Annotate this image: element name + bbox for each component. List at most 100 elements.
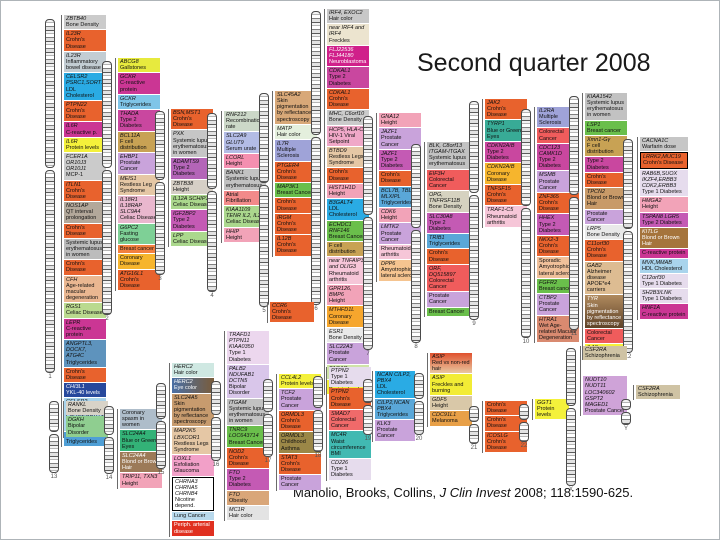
trait-name: Type 2 Diabetes	[487, 149, 509, 162]
gene-name: GAB2	[587, 262, 602, 269]
trait-name: Type 1 Diabetes	[331, 374, 353, 387]
trait-name: Crohn's Disease	[329, 169, 349, 182]
gene-name: MEIS1	[120, 175, 137, 182]
trait-name: Systemic lupus erythematosus in women	[587, 100, 624, 119]
trait-name: Melanoma	[432, 418, 458, 425]
chromosome-9-q-arm	[469, 195, 479, 320]
chromosome-14-p-arm	[104, 406, 114, 435]
trait-label: CCL4L2 Protein levels	[279, 374, 321, 389]
trait-name: Prostate Cancer	[585, 408, 625, 415]
trait-label: Crohn's Disease	[485, 416, 527, 431]
gene-name: RGS1	[66, 304, 81, 311]
trait-name: Colorectal Cancer	[429, 277, 454, 291]
chromosome-3-label-stack: BSN,MST1 Crohn's Disease PXK Systemic lupus…	[168, 109, 213, 247]
gene-name: ECHDC1 RNF146	[329, 221, 352, 234]
gene-name: NUDT10 NUDT11 LOC340602 GSPT2 MAGED1	[585, 377, 615, 408]
trait-name: Crohn's Disease	[120, 276, 140, 289]
trait-name: Crohn's Disease	[487, 106, 507, 119]
trait-name: Waist circumference BMI	[331, 438, 366, 457]
trait-label: Prostate Cancer	[279, 475, 321, 490]
trait-label: CFH Age-related macular degeneration	[64, 275, 106, 303]
chromosome-6-p-arm	[311, 11, 321, 135]
trait-name: Bone Density	[587, 231, 620, 238]
trait-label: Crohn's Disease	[585, 172, 627, 188]
chromosome-18-p-arm	[313, 376, 323, 408]
trait-name: Hair color	[277, 131, 301, 138]
trait-name: YKL-40 levels	[66, 390, 100, 397]
trait-name: Rheumatoid arthritis	[329, 270, 359, 283]
chromosome-12-number: 12	[624, 354, 632, 360]
trait-name: Crohn's Disease	[487, 438, 507, 451]
chromosome-12-label-stack: CACNA1C Warfarin dose LRRK2,MUC19 Crohn's D…	[637, 137, 688, 320]
gene-name: STAT3	[281, 454, 298, 461]
chromosome-2-label-stack: ABCG8 Gallstones GCKR C-reactive protein GCK…	[115, 58, 160, 291]
trait-name: Blue or Green Eyes	[487, 127, 522, 140]
trait-name: Systemic lupus erythematosus	[226, 176, 263, 189]
gene-name: G6PC2	[120, 224, 139, 231]
gene-name: DGKH	[68, 417, 84, 424]
trait-name: Breast Cancer	[229, 439, 265, 446]
gene-name: MC1R	[229, 506, 245, 513]
chromosome-13-q-arm	[49, 434, 59, 473]
gene-name: KIAA1542	[587, 94, 612, 100]
chromosome-6-number: 6	[314, 306, 318, 312]
trait-name: Hair color	[174, 370, 198, 377]
trait-label: SLC24A4 Blond or Brown Hair	[120, 451, 162, 473]
chromosome-20-q-arm	[414, 401, 424, 435]
trait-name: Crohn's Disease	[277, 220, 297, 233]
trait-label: GAB2 Alzheimer disease APOE*e4 carriers	[585, 261, 627, 295]
trait-label: TRAFD1 PTPN11 KIAA0350 Type 1 Diabetes	[227, 331, 269, 364]
trait-name: Systemic lupus erythematosus in women	[66, 239, 103, 259]
chromosome-11-p-arm	[569, 96, 579, 195]
chromosome-1-number: 1	[48, 374, 52, 380]
trait-label: Crohn's Disease	[64, 367, 106, 382]
chromosome-18-ideogram: 18	[313, 376, 323, 459]
chromosome-3-ideogram: 3	[155, 111, 165, 282]
chromosome-2-number: 2	[105, 316, 109, 322]
trait-label: IL7R Multiple Sclerosis	[275, 140, 317, 161]
trait-label: SLC24A4 Blue or Green Eyes	[120, 430, 162, 451]
trait-label: TSPAN8 LGR5 Type 2 Diabetes	[640, 212, 688, 227]
trait-name: Bone Density	[329, 117, 362, 124]
gene-name: SLC2A9 GLUT9	[226, 133, 247, 146]
gene-name: EHBP1	[120, 154, 139, 161]
chromosome-8-number: 8	[414, 344, 418, 350]
gene-name: BANK1	[226, 170, 245, 177]
trait-label: JAZF1 Prostate Cancer	[379, 128, 421, 149]
chromosome-14-number: 14	[105, 475, 113, 481]
trait-name: Bone Density	[66, 22, 99, 29]
trait-label: ORMDL3 Crohn's Disease	[279, 410, 321, 432]
trait-name: Triglycerides	[377, 411, 408, 418]
trait-label: MTHFD1L Coronary Disease	[327, 306, 369, 327]
chromosome-4-label-stack: RNF212 Recombination rate SLC2A9 GLUT9 Seru…	[221, 111, 266, 243]
trait-label: BSN,MST1 Crohn's Disease	[171, 109, 213, 130]
trait-name: Prostate Cancer	[377, 427, 398, 440]
trait-name: Colorectal Cancer	[429, 176, 454, 189]
trait-name: Type 2 Diabetes	[229, 476, 251, 489]
trait-name: Breast Cancer	[329, 233, 365, 240]
trait-name: Neuroblastoma	[329, 59, 367, 66]
trait-name: Crohn's Disease	[173, 116, 193, 129]
trait-name: Coronary Disease	[329, 313, 352, 326]
trait-label: Type 2 Diabetes	[585, 157, 627, 172]
trait-name: Height	[329, 298, 345, 305]
trait-name: Freckles and burning	[432, 381, 464, 394]
chromosome-17-q-arm	[263, 414, 273, 457]
trait-name: Type 2 Diabetes	[329, 74, 351, 87]
trait-name: Crohn's Disease	[229, 454, 249, 467]
trait-label: near TNFAIP3 and OLIG3 Rheumatoid arthrit…	[327, 257, 369, 284]
gene-name: CILP2,NCAN PBX4	[377, 399, 410, 412]
trait-label: SLC24A5 Skin pigmentation by reflectance …	[172, 393, 214, 427]
chromosome-12-q-arm	[623, 231, 633, 353]
gene-name: BSN,MST1	[173, 110, 201, 116]
chromosome-1-q-arm	[45, 170, 55, 373]
trait-name: Warfarin dose	[642, 144, 677, 151]
trait-label: near IRF4 and IRF4 Freckles	[327, 24, 369, 45]
trait-name: Protein levels	[281, 381, 315, 388]
trait-label: MEIS1 Restless Leg Syndrome	[118, 174, 160, 195]
trait-name: Fasting glucose	[120, 230, 139, 243]
trait-name: Hair color	[329, 16, 353, 23]
trait-label: Crohn's Disease	[64, 260, 106, 275]
gene-name: HTRA1	[539, 316, 558, 323]
trait-label: ASIP Freckles and burning	[430, 374, 472, 395]
